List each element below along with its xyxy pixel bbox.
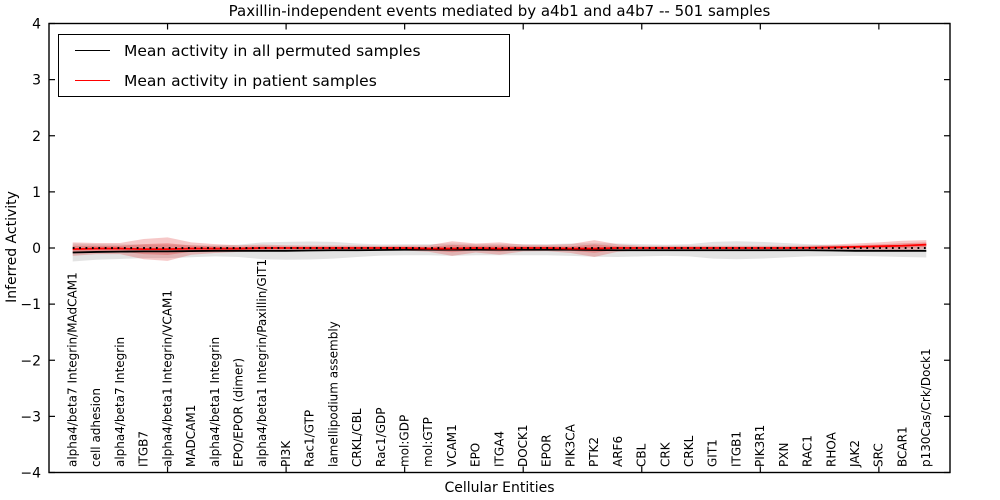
x-tick-label: VCAM1 [445, 424, 459, 467]
chart-title: Paxillin-independent events mediated by … [228, 2, 771, 20]
y-tick-label: 3 [32, 73, 41, 89]
y-tick-label: 4 [32, 17, 41, 33]
axis-ticks [49, 22, 950, 474]
x-tick-label: CBL [635, 443, 649, 467]
series-line-0 [72, 248, 927, 254]
x-tick-label: PXN [777, 443, 791, 467]
x-tick-label: ITGB7 [137, 431, 151, 467]
x-tick-label: PIK3R1 [753, 425, 767, 467]
x-tick-label: RHOA [824, 431, 838, 467]
legend: Mean activity in all permuted samples Me… [58, 34, 510, 97]
x-tick-label: alpha4/beta1 Integrin/VCAM1 [160, 290, 174, 467]
x-tick-label: CRKL [682, 435, 696, 467]
x-tick-label: EPO [469, 443, 483, 467]
y-tick-label: −4 [20, 466, 41, 482]
x-tick-label: alpha4/beta7 Integrin/MAdCAM1 [66, 272, 80, 467]
permuted-sample-spread-band [72, 241, 927, 262]
x-tick-label: lamellipodium assembly [326, 321, 340, 467]
patient-line-swatch-icon [75, 80, 110, 81]
x-tick-label: PIK3CA [563, 423, 577, 467]
legend-label: Mean activity in patient samples [124, 71, 377, 90]
x-tick-label: PTK2 [587, 437, 601, 467]
x-tick-label: EPOR [540, 434, 554, 467]
x-tick-label: ITGA4 [492, 431, 506, 467]
permuted-line-swatch-icon [75, 50, 110, 51]
x-tick-label: DOCK1 [516, 424, 530, 467]
x-tick-labels: alpha4/beta7 Integrin/MAdCAM1 cell adhesi… [66, 259, 934, 468]
legend-label: Mean activity in all permuted samples [124, 41, 421, 60]
legend-item-permuted: Mean activity in all permuted samples [59, 37, 509, 64]
x-tick-label: cell adhesion [89, 388, 103, 467]
x-tick-label: PI3K [279, 440, 293, 467]
x-tick-label: MADCAM1 [184, 405, 198, 467]
y-axis-label: Inferred Activity [4, 191, 20, 303]
y-tick-labels: 4 3 2 1 0 −1 −2 −3 −4 [20, 17, 41, 482]
y-tick-label: 0 [32, 241, 41, 257]
x-axis-label: Cellular Entities [444, 480, 555, 496]
x-tick-label: alpha4/beta1 Integrin/Paxillin/GIT1 [255, 259, 269, 467]
y-tick-label: −1 [20, 297, 41, 313]
x-tick-label: BCAR1 [895, 426, 909, 467]
y-tick-label: 1 [32, 185, 41, 201]
y-tick-label: −2 [20, 353, 41, 369]
x-tick-label: SRC [872, 443, 886, 467]
x-tick-label: Rac1/GDP [374, 408, 388, 467]
x-tick-label: alpha4/beta1 Integrin [208, 337, 222, 467]
x-tick-label: mol:GDP [397, 415, 411, 467]
x-tick-label: EPO/EPOR (dimer) [232, 358, 246, 467]
x-tick-label: GIT1 [706, 439, 720, 467]
y-tick-label: 2 [32, 129, 41, 145]
y-tick-label: −3 [20, 409, 41, 425]
x-tick-label: CRKL/CBL [350, 408, 364, 467]
x-tick-label: p130Cas/Crk/Dock1 [919, 348, 933, 467]
x-tick-label: ARF6 [611, 436, 625, 467]
x-tick-label: RAC1 [801, 435, 815, 467]
x-tick-label: mol:GTP [421, 417, 435, 467]
x-tick-label: alpha4/beta7 Integrin [113, 337, 127, 467]
legend-item-patient: Mean activity in patient samples [59, 67, 509, 94]
x-tick-label: Rac1/GTP [303, 410, 317, 467]
x-tick-label: ITGB1 [729, 431, 743, 467]
x-tick-label: CRK [658, 441, 672, 467]
x-tick-label: JAK2 [848, 440, 862, 468]
